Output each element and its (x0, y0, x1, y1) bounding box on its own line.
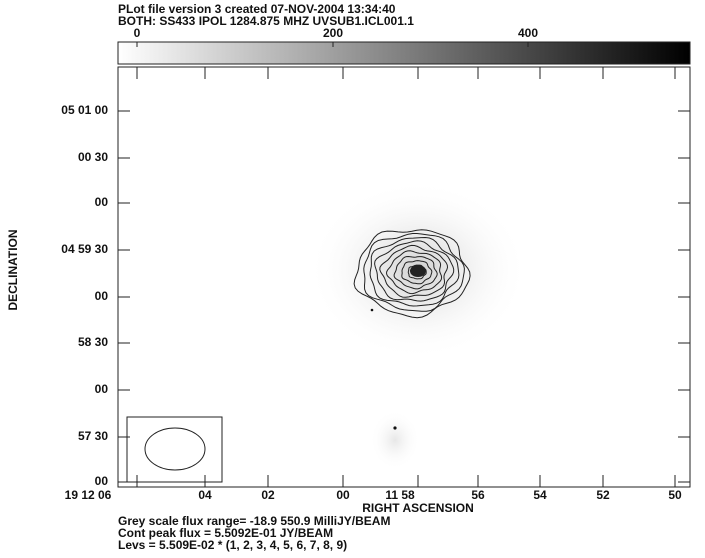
y-tick-label: 00 (95, 289, 109, 303)
colorbar-tick-label: 0 (134, 26, 141, 40)
x-tick-label: 00 (336, 488, 350, 502)
y-tick-label: 04 59 30 (61, 242, 108, 256)
x-tick-label: 19 12 06 (65, 488, 112, 502)
x-tick-label: 11 58 (385, 488, 415, 502)
contour (369, 236, 460, 307)
colorbar-tick-label: 400 (518, 26, 538, 40)
contour (363, 233, 465, 312)
point-source (393, 426, 397, 430)
point-source (370, 308, 374, 312)
y-tick-label: 00 (95, 474, 109, 488)
y-tick-label: 58 30 (78, 335, 108, 349)
x-tick-label: 52 (596, 488, 610, 502)
header-line: PLot file version 3 created 07-NOV-2004 … (118, 2, 396, 16)
colorbar-tick-label: 200 (323, 26, 343, 40)
y-tick-label: 00 (95, 195, 109, 209)
contour (401, 260, 433, 285)
y-tick-label: 57 30 (78, 429, 108, 443)
contour (374, 240, 455, 302)
peak (410, 265, 426, 277)
contour (393, 255, 438, 290)
x-tick-label: 04 (198, 488, 212, 502)
y-tick-label: 05 01 00 (61, 103, 108, 117)
x-tick-label: 54 (533, 488, 547, 502)
contours (353, 229, 471, 319)
contour (386, 250, 443, 295)
emission-haze (370, 410, 420, 470)
x-tick-label: 56 (471, 488, 485, 502)
beam (144, 427, 206, 471)
x-tick-label: 02 (261, 488, 275, 502)
footer-line: Grey scale flux range= -18.9 550.9 Milli… (118, 514, 390, 528)
y-tick-label: 00 30 (78, 150, 108, 164)
x-axis-title: RIGHT ASCENSION (362, 501, 474, 515)
footer-line: Levs = 5.509E-02 * (1, 2, 3, 4, 5, 6, 7,… (118, 538, 347, 552)
x-tick-label: 50 (668, 488, 682, 502)
beam-box (126, 416, 223, 483)
footer-line: Cont peak flux = 5.5092E-01 JY/BEAM (118, 526, 333, 540)
colorbar (117, 41, 691, 65)
y-axis-title: DECLINATION (6, 229, 20, 310)
contour (379, 244, 449, 298)
header-line: BOTH: SS433 IPOL 1284.875 MHZ UVSUB1.ICL… (118, 14, 414, 28)
contour (353, 229, 471, 319)
y-tick-label: 00 (95, 382, 109, 396)
